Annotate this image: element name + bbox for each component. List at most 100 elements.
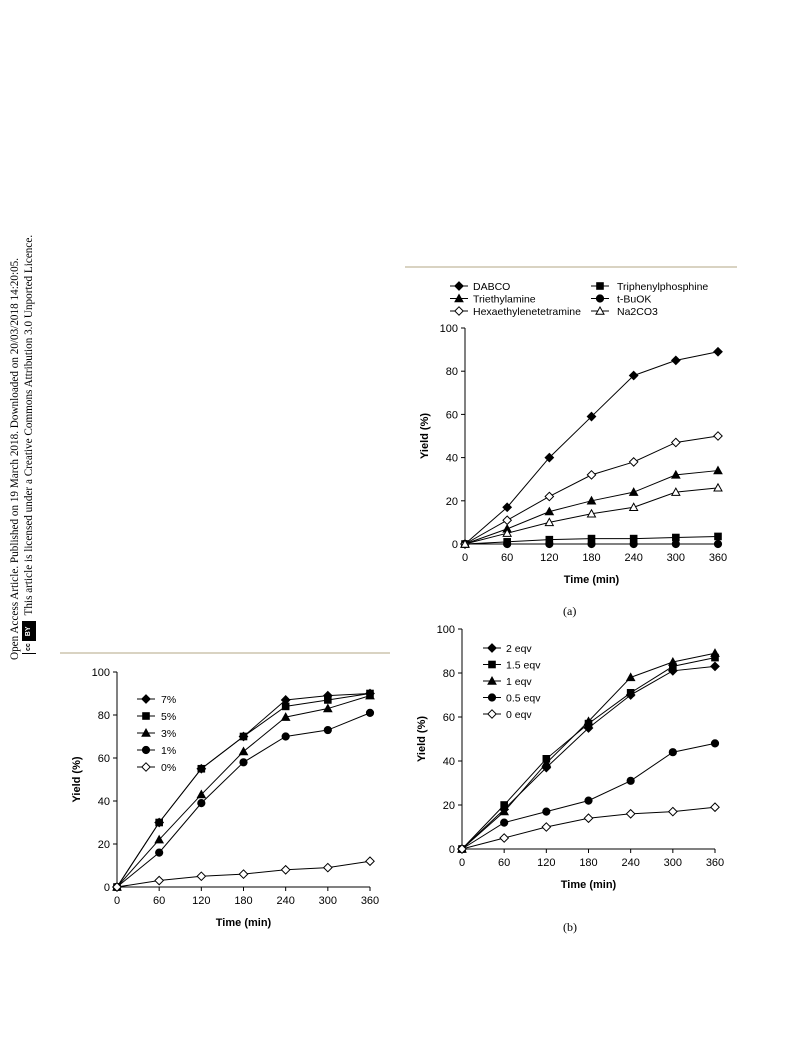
chart-b-point-0-eqv [583, 813, 594, 824]
chart-a-point-dabco [670, 355, 681, 366]
chart-a-point-na2co3 [628, 502, 639, 511]
chart-a-line-hexaethylenetetramine [464, 435, 719, 545]
chart-b-point-0-eqv [710, 802, 720, 813]
chart-b-point-0-eqv [625, 808, 636, 819]
chart-a-y-tick-label: 80 [446, 366, 458, 378]
chart-c-point-0 [365, 856, 375, 867]
licence-sidebar: Open Access Article. Published on 19 Mar… [8, 220, 68, 660]
chart-b-equivalents: 0 20 40 60 80 100 0 60 120 180 240 300 360 Time (min)… [416, 624, 724, 891]
chart-c-point-0 [196, 871, 207, 882]
chart-c-series-7 [112, 688, 375, 892]
chart-c-point-5 [197, 764, 206, 773]
chart-c-legend-label-5: 5% [161, 711, 176, 723]
chart-a-x-tick-label: 180 [582, 552, 600, 564]
chart-a-legend-marker [454, 281, 464, 291]
chart-a-series-t-buok [460, 539, 723, 549]
chart-c-point-5 [324, 696, 332, 704]
chart-b-y-tick-label: 100 [437, 624, 455, 636]
chart-b-legend-marker [487, 643, 497, 653]
chart-a-point-triphenylphosphine [672, 533, 680, 542]
chart-c-line-5 [116, 693, 371, 888]
chart-c-legend-marker [141, 762, 151, 772]
chart-a-y-tick-label: 40 [446, 453, 458, 465]
chart-a-point-t-buok [671, 539, 680, 549]
chart-c-point-3 [280, 712, 291, 721]
chart-c-y-tick-label: 40 [98, 796, 110, 808]
licence-line-1: Open Access Article. Published on 19 Mar… [8, 220, 22, 660]
chart-b-point-1-eqv [625, 672, 636, 682]
chart-c-loading: 0 20 40 60 80 100 0 60 120 180 240 300 360 Time (min)… [71, 667, 379, 929]
chart-a-legend-marker [595, 294, 605, 303]
cc-badge-label: cc [22, 640, 36, 653]
chart-b-y-tick-label: 80 [443, 668, 455, 680]
chart-b-legend-label-2-eqv: 2 eqv [506, 643, 532, 655]
chart-b-x-tick-label: 60 [498, 857, 510, 869]
chart-a-point-triethylamine [628, 487, 639, 496]
chart-b-legend: 2 eqv 1.5 eqv 1 eqv 0.5 eqv 0 eqv [483, 643, 541, 721]
chart-c-point-0 [112, 882, 122, 892]
chart-c-x-tick-label: 60 [153, 895, 165, 907]
chart-b-point-1-eqv [541, 758, 552, 767]
chart-b-point-0-5-eqv [584, 796, 593, 805]
chart-b-y-tick-label: 60 [443, 712, 455, 724]
chart-c-x-tick-label: 120 [192, 895, 210, 907]
chart-b-series-2-eqv [457, 661, 720, 854]
chart-b-point-0-5-eqv [626, 776, 635, 785]
chart-c-point-3 [196, 789, 207, 799]
chart-b-axes: 0 20 40 60 80 100 0 60 120 180 240 300 360 Time (min)… [416, 624, 724, 891]
chart-a-legend-label-t-buok: t-BuOK [617, 294, 651, 306]
chart-a-series-hexaethylenetetramine [460, 431, 723, 549]
chart-c-y-tick-label: 0 [104, 882, 110, 894]
chart-c-line-7 [116, 693, 371, 888]
chart-a-x-axis-title: Time (min) [564, 574, 620, 586]
chart-b-point-0-eqv [667, 806, 678, 817]
by-badge-label: BY [23, 622, 35, 641]
chart-a-point-triethylamine [670, 469, 681, 479]
chart-b-point-0-eqv [499, 833, 510, 843]
chart-b-x-tick-label: 120 [537, 857, 555, 869]
chart-a-point-na2co3 [544, 517, 555, 527]
licence-line-2: cc BY This article is licensed under a C… [22, 220, 36, 660]
chart-a-x-tick-label: 240 [624, 552, 642, 564]
chart-a-point-dabco [628, 370, 639, 381]
chart-c-point-5 [239, 732, 248, 741]
chart-b-x-tick-label: 360 [706, 857, 724, 869]
chart-c-y-tick-label: 80 [98, 710, 110, 722]
caption-a: (a) [563, 604, 577, 618]
chart-c-legend-marker [141, 694, 151, 704]
chart-a-legend: DABCO Triphenylphosphine Triethylamine t-Bu… [450, 281, 708, 318]
chart-a-legend-marker [454, 293, 464, 303]
chart-c-point-5 [155, 818, 163, 827]
chart-a-legend-label-triphenylphosphine: Triphenylphosphine [617, 281, 708, 293]
chart-b-legend-marker [487, 693, 497, 702]
chart-a-x-tick-label: 300 [667, 552, 685, 564]
chart-c-series-0 [112, 856, 375, 892]
chart-a-point-hexaethylenetetramine [544, 491, 555, 502]
chart-a-legend-label-dabco: DABCO [473, 281, 510, 293]
chart-a-series-dabco [460, 346, 723, 549]
chart-a-point-t-buok [713, 539, 723, 549]
chart-a-point-triethylamine [586, 495, 597, 505]
chart-c-x-tick-label: 360 [361, 895, 379, 907]
chart-a-point-na2co3 [713, 482, 723, 492]
chart-a-x-tick-label: 0 [462, 552, 468, 564]
chart-a-point-hexaethylenetetramine [502, 515, 513, 526]
chart-a-y-tick-label: 60 [446, 409, 458, 421]
chart-a-point-triphenylphosphine [714, 532, 722, 541]
chart-b-legend-label-1-eqv: 1 eqv [506, 676, 532, 688]
chart-b-point-1-eqv [710, 648, 720, 657]
chart-a-point-hexaethylenetetramine [713, 431, 723, 441]
chart-b-point-1-5-eqv [626, 689, 635, 697]
chart-b-series-1-eqv [457, 648, 720, 853]
chart-a-point-t-buok [503, 539, 512, 549]
chart-c-point-5 [281, 702, 290, 711]
chart-a-point-na2co3 [502, 528, 513, 537]
chart-c-legend-marker [141, 727, 151, 737]
chart-a-series-na2co3 [460, 482, 723, 548]
chart-c-y-tick-label: 100 [92, 667, 110, 679]
chart-c-legend-label-7: 7% [161, 694, 176, 706]
chart-a-y-tick-label: 0 [452, 539, 458, 551]
cc-by-badge[interactable]: cc BY [22, 621, 36, 654]
chart-c-legend-label-0: 0% [161, 762, 176, 774]
chart-a-y-tick-label: 100 [440, 323, 458, 335]
